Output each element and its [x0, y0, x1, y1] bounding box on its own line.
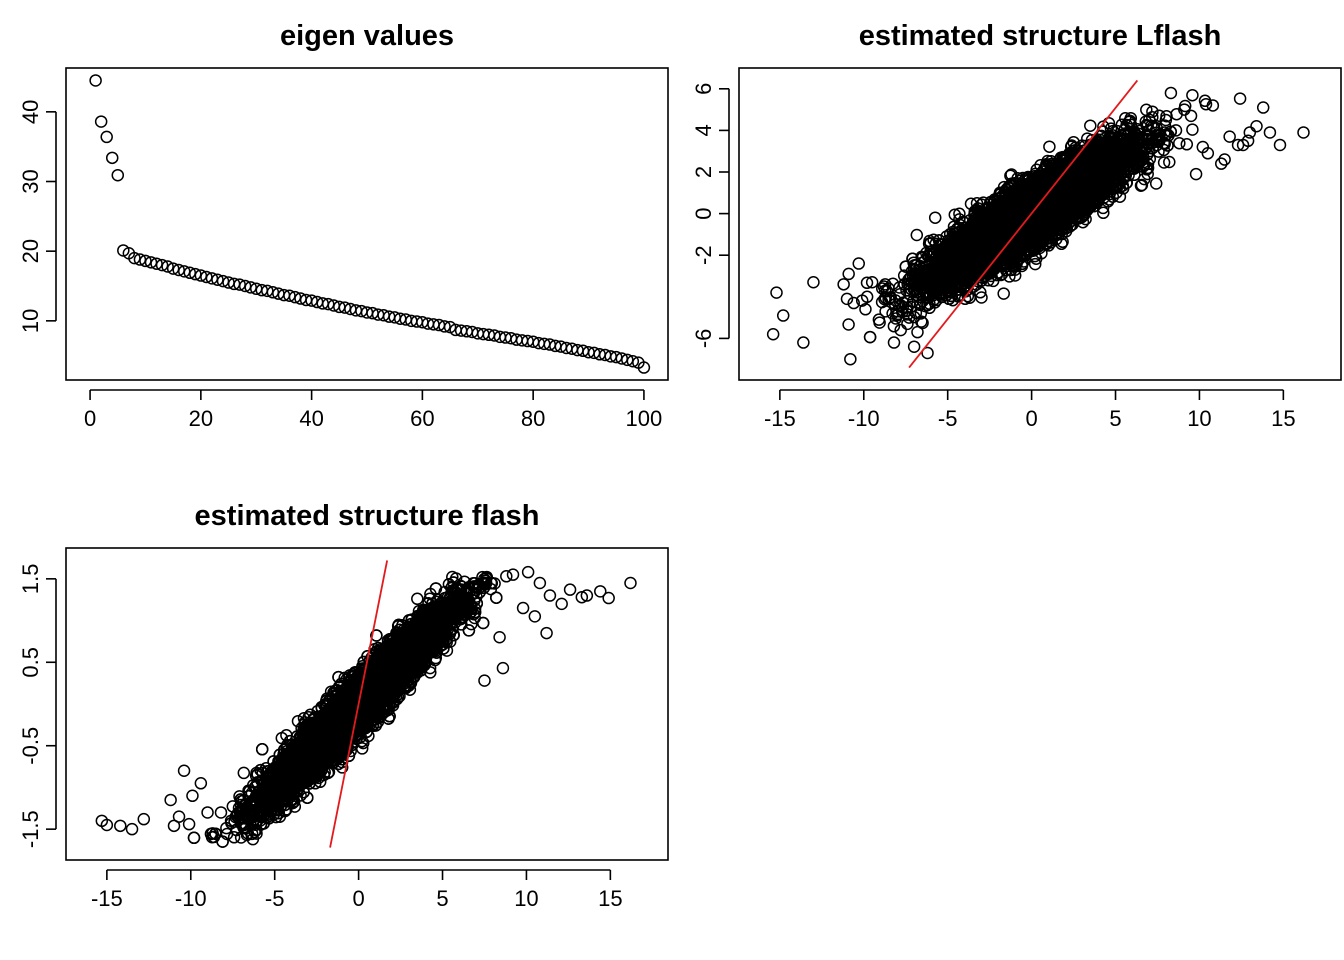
y-tick-label: 40 [18, 100, 43, 124]
plot-area [89, 74, 651, 374]
data-point [1104, 122, 1118, 135]
data-point [953, 207, 966, 221]
data-point [637, 361, 651, 374]
y-tick-label: 20 [18, 239, 43, 263]
x-tick-label: 60 [410, 406, 434, 431]
data-point [111, 168, 125, 182]
data-point [1008, 269, 1022, 282]
lflash-panel: estimated structure Lflash-15 -10 -5 0 5 10 15… [691, 20, 1342, 431]
data-point [1180, 138, 1194, 151]
data-point [1043, 140, 1056, 153]
data-point [1163, 155, 1176, 169]
x-tick-label: 0 [84, 406, 96, 431]
y-axis: 10 20 30 40 [18, 100, 57, 333]
data-point [975, 291, 988, 304]
data-point [1135, 178, 1149, 192]
x-axis: 0 20 40 60 80 100 [84, 389, 663, 431]
data-point [887, 319, 901, 333]
data-point [155, 258, 169, 272]
data-point [1157, 156, 1171, 169]
y-tick-label: 30 [18, 169, 43, 193]
x-tick-label: 20 [189, 406, 213, 431]
data-point [860, 276, 874, 290]
chart-title: estimated structure Lflash [859, 20, 1222, 52]
data-point [1186, 123, 1199, 136]
data-point [626, 354, 640, 368]
data-point [1084, 119, 1097, 132]
data-point [842, 318, 855, 331]
y-tick-label: 10 [18, 309, 43, 333]
plot-frame [65, 67, 669, 381]
data-point [1028, 257, 1042, 271]
data-point [438, 320, 451, 333]
eigen-values-panel: eigen values 0 20 40 60 80 100 10 20 30 40 [18, 20, 669, 431]
data-point [89, 74, 102, 87]
data-point [100, 130, 113, 144]
data-point [94, 115, 108, 128]
data-point [105, 151, 119, 165]
data-point [997, 287, 1010, 300]
data-point [1233, 92, 1247, 105]
x-tick-label: 100 [626, 406, 663, 431]
x-tick-label: 40 [299, 406, 323, 431]
data-point [1113, 190, 1127, 203]
data-point [161, 260, 174, 273]
plot-area [766, 79, 1310, 369]
data-point [928, 211, 942, 224]
x-tick-label: 80 [521, 406, 545, 431]
chart-title: eigen values [280, 20, 454, 52]
data-point [916, 316, 929, 330]
data-point [1146, 105, 1159, 118]
data-point [1149, 177, 1163, 190]
